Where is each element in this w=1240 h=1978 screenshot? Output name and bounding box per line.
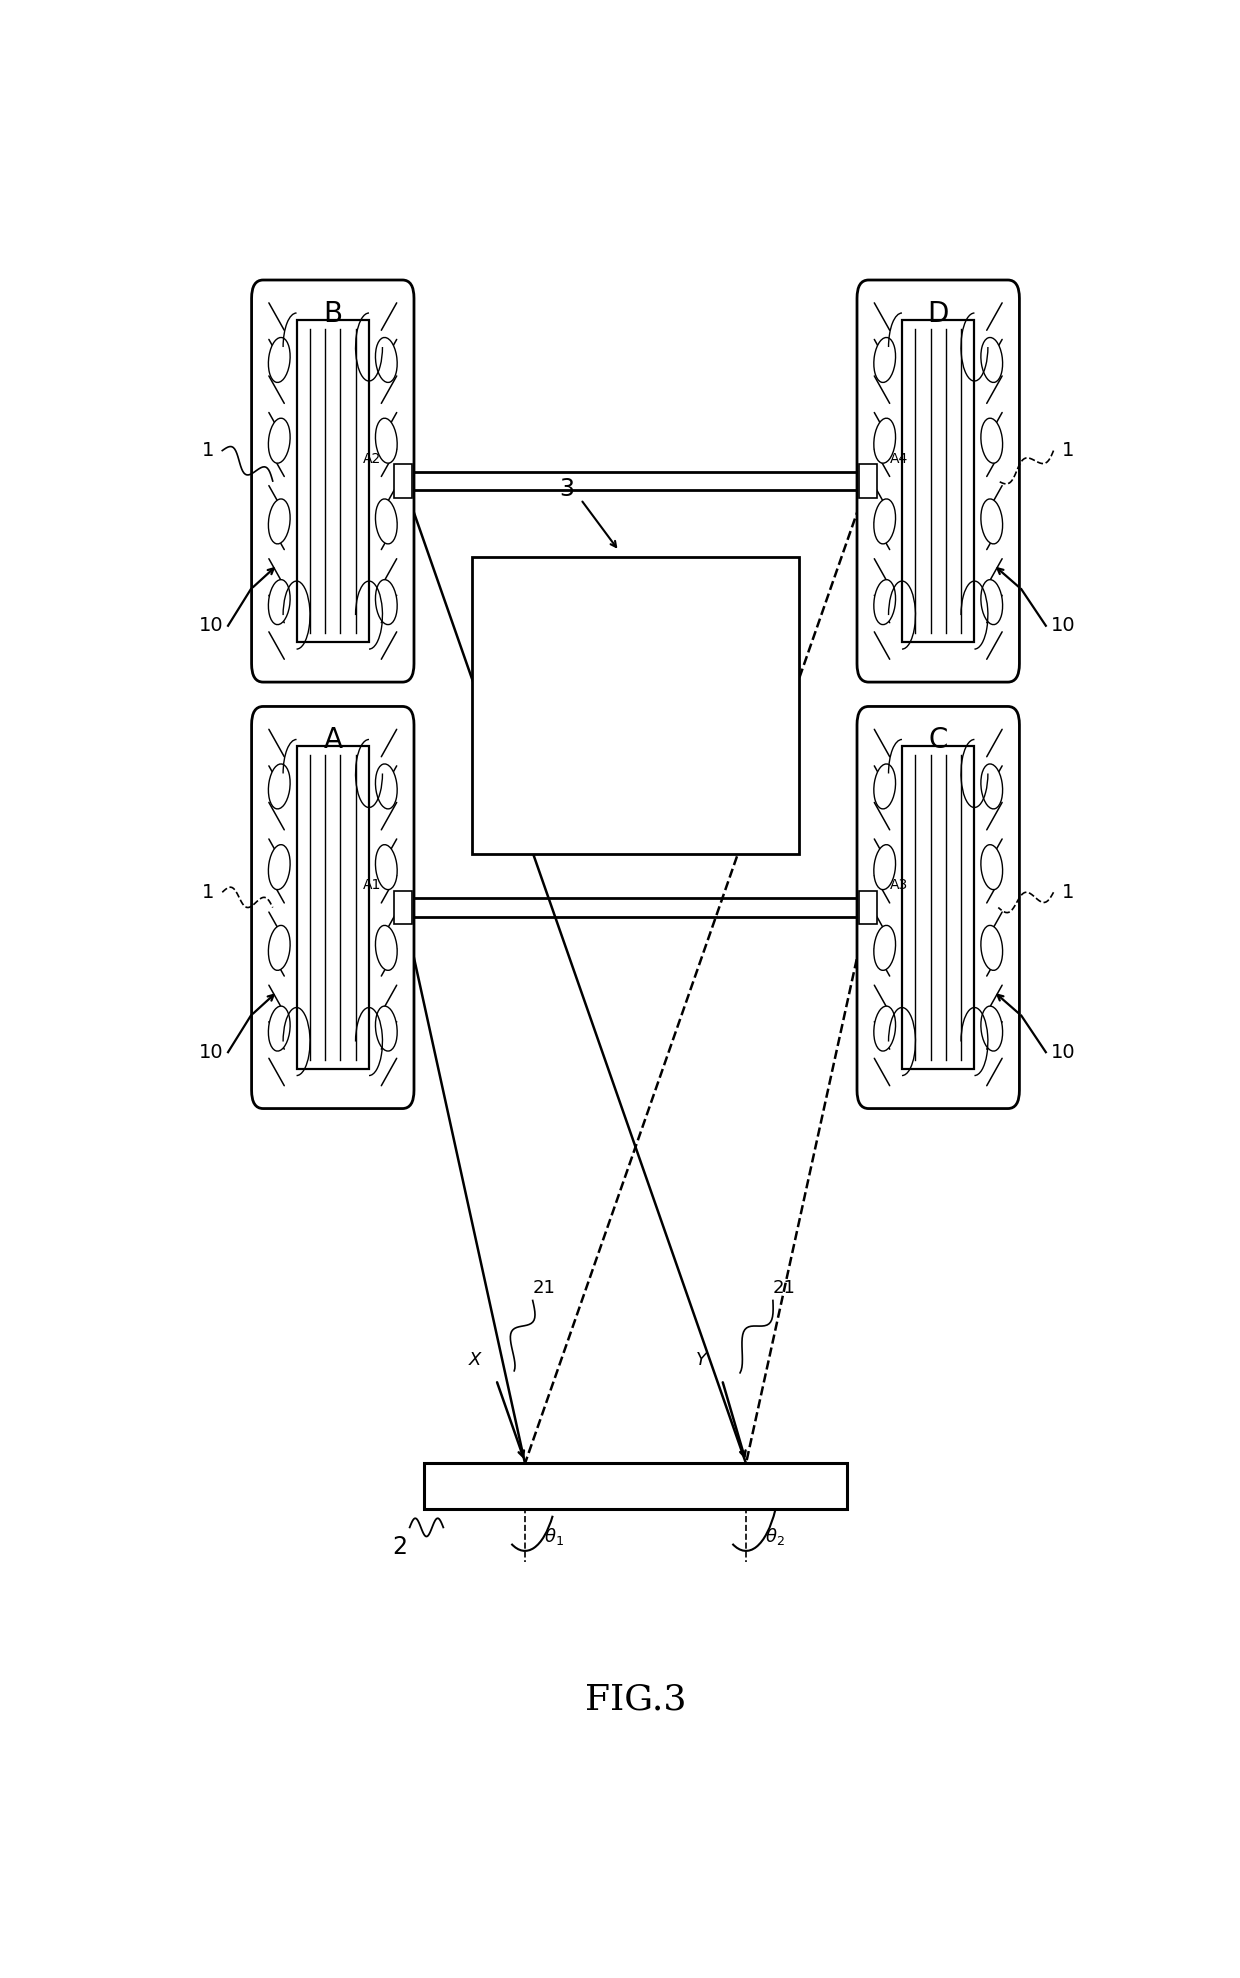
Bar xyxy=(296,320,370,643)
Text: A2: A2 xyxy=(363,451,382,465)
Ellipse shape xyxy=(874,417,895,463)
Text: A4: A4 xyxy=(889,451,908,465)
Ellipse shape xyxy=(874,338,895,382)
Ellipse shape xyxy=(376,845,397,890)
Text: X: X xyxy=(469,1351,481,1369)
Bar xyxy=(859,890,877,924)
FancyBboxPatch shape xyxy=(252,706,414,1108)
Ellipse shape xyxy=(981,845,1003,890)
Ellipse shape xyxy=(376,580,397,625)
Text: B: B xyxy=(324,299,342,328)
Bar xyxy=(472,558,799,854)
Ellipse shape xyxy=(376,338,397,382)
Bar xyxy=(424,1464,847,1509)
Ellipse shape xyxy=(268,926,290,971)
Ellipse shape xyxy=(981,338,1003,382)
Text: 10: 10 xyxy=(1050,1042,1075,1062)
Ellipse shape xyxy=(376,1007,397,1050)
Bar xyxy=(901,320,975,643)
Ellipse shape xyxy=(981,417,1003,463)
Ellipse shape xyxy=(874,764,895,809)
Text: 10: 10 xyxy=(198,617,223,635)
Text: A1: A1 xyxy=(363,878,382,892)
Bar xyxy=(394,465,412,498)
Ellipse shape xyxy=(874,926,895,971)
FancyBboxPatch shape xyxy=(252,281,414,682)
Ellipse shape xyxy=(376,764,397,809)
Text: $\theta_1$: $\theta_1$ xyxy=(544,1527,564,1547)
Ellipse shape xyxy=(376,926,397,971)
Text: D: D xyxy=(928,299,949,328)
Text: 21: 21 xyxy=(773,1280,796,1298)
Text: 2: 2 xyxy=(393,1535,408,1559)
Ellipse shape xyxy=(268,1007,290,1050)
Ellipse shape xyxy=(874,580,895,625)
Text: Y: Y xyxy=(697,1351,707,1369)
Ellipse shape xyxy=(981,580,1003,625)
Ellipse shape xyxy=(268,845,290,890)
Ellipse shape xyxy=(268,417,290,463)
Text: C: C xyxy=(929,726,947,754)
Ellipse shape xyxy=(376,417,397,463)
Ellipse shape xyxy=(981,764,1003,809)
Bar xyxy=(394,890,412,924)
Bar xyxy=(296,746,370,1068)
Text: A3: A3 xyxy=(889,878,908,892)
FancyBboxPatch shape xyxy=(857,706,1019,1108)
Ellipse shape xyxy=(874,498,895,544)
Text: 10: 10 xyxy=(1050,617,1075,635)
Text: 1: 1 xyxy=(202,882,215,902)
Ellipse shape xyxy=(874,1007,895,1050)
Text: 3: 3 xyxy=(559,477,574,500)
Text: 21: 21 xyxy=(533,1280,556,1298)
Ellipse shape xyxy=(981,1007,1003,1050)
Text: 1: 1 xyxy=(202,441,215,461)
Ellipse shape xyxy=(874,845,895,890)
Text: 1: 1 xyxy=(1061,441,1074,461)
Text: A: A xyxy=(324,726,342,754)
Ellipse shape xyxy=(268,764,290,809)
Ellipse shape xyxy=(981,498,1003,544)
Ellipse shape xyxy=(268,580,290,625)
FancyBboxPatch shape xyxy=(857,281,1019,682)
Text: 1: 1 xyxy=(1061,882,1074,902)
Bar xyxy=(859,465,877,498)
Bar xyxy=(901,746,975,1068)
Text: $\theta_2$: $\theta_2$ xyxy=(765,1527,785,1547)
Ellipse shape xyxy=(268,498,290,544)
Ellipse shape xyxy=(268,338,290,382)
Text: 10: 10 xyxy=(198,1042,223,1062)
Text: FIG.3: FIG.3 xyxy=(585,1683,686,1717)
Ellipse shape xyxy=(981,926,1003,971)
Ellipse shape xyxy=(376,498,397,544)
